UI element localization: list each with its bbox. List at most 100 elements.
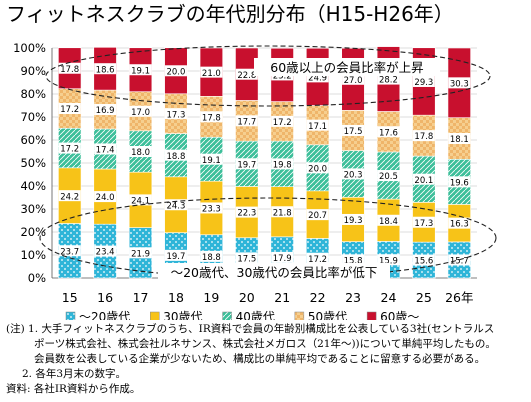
- data-label: 18.6: [96, 65, 115, 75]
- data-label: 20.3: [344, 171, 363, 181]
- x-tick-label: 19: [203, 290, 219, 305]
- y-tick-label: 10%: [20, 248, 46, 262]
- chart-title: フィットネスクラブの年代別分布（H15-H26年）: [6, 2, 454, 26]
- data-label-box: [164, 249, 187, 261]
- data-label: 24.3: [166, 201, 185, 211]
- legend-swatch: [65, 311, 76, 320]
- data-label-box: [412, 173, 435, 185]
- data-label-box: [164, 108, 187, 120]
- data-label: 28.2: [379, 76, 398, 86]
- data-label-box: [129, 105, 152, 117]
- data-label-box: [94, 245, 117, 257]
- data-label: 17.2: [60, 145, 79, 155]
- data-label: 17.5: [344, 127, 363, 137]
- data-label: 17.6: [379, 128, 398, 138]
- data-label-box: [271, 251, 294, 263]
- stacked-bar-chart: 0% 10% 20% 30% 40% 50% 60% 70% 80% 90% 100% 15 16 17 1…: [13, 41, 497, 320]
- y-tick-label: 40%: [20, 179, 46, 193]
- data-label-box: [271, 158, 294, 170]
- legend-swatch: [366, 311, 377, 320]
- data-label-box: [94, 104, 117, 116]
- data-label: 30.3: [450, 79, 469, 89]
- x-tick-label: 17: [133, 290, 149, 305]
- data-label-box: [412, 130, 435, 142]
- data-label-box: [235, 206, 258, 218]
- x-tick-label: 26年: [445, 290, 473, 305]
- data-label: 23.3: [202, 205, 221, 215]
- data-label-box: [58, 190, 81, 202]
- data-label: 16.9: [96, 106, 115, 116]
- data-label: 17.2: [60, 105, 79, 115]
- data-label-box: [235, 115, 258, 127]
- data-label-box: [306, 162, 329, 174]
- y-tick-label: 70%: [20, 110, 46, 124]
- x-tick-label: 21: [274, 290, 290, 305]
- data-label-box: [200, 153, 223, 165]
- data-label: 24.2: [60, 192, 79, 202]
- footnotes: (注) 1. 大手フィットネスクラブのうち、IR資料で会員の年齢別構成比を公表し…: [6, 322, 526, 397]
- legend-swatch: [222, 311, 232, 320]
- data-label-box: [164, 199, 187, 211]
- source-line: 資料: 各社IR資料から作成。: [6, 383, 141, 395]
- data-label: 15.7: [450, 257, 469, 267]
- data-label-box: [306, 209, 329, 221]
- x-tick-label: 23: [345, 290, 361, 305]
- data-label: 19.8: [273, 161, 292, 171]
- data-label-box: [412, 216, 435, 228]
- data-label-box: [235, 252, 258, 264]
- data-label-box: [94, 143, 117, 155]
- data-label-box: [306, 252, 329, 264]
- data-label-box: [200, 250, 223, 262]
- data-label-box: [58, 102, 81, 114]
- data-label-box: [129, 64, 152, 76]
- data-label-box: [58, 245, 81, 257]
- data-label: 17.8: [60, 65, 79, 75]
- data-label-box: [200, 111, 223, 123]
- note-line: 2. 各年3月末の数字。: [22, 368, 127, 380]
- note-line: 会員数を公表している企業が少ないため、構成比の単純平均であることに留意する必要が…: [34, 353, 486, 365]
- y-tick-label: 50%: [20, 156, 46, 170]
- data-label: 23.2: [273, 72, 292, 82]
- data-label-box: [448, 133, 471, 145]
- data-label-box: [342, 124, 365, 136]
- data-label: 20.7: [308, 211, 327, 221]
- data-label: 22.8: [237, 71, 256, 81]
- data-label-box: [235, 68, 258, 80]
- data-label-box: [164, 65, 187, 77]
- data-label: 23.4: [96, 248, 115, 258]
- data-label-box: [235, 158, 258, 170]
- data-label: 15.8: [344, 256, 363, 266]
- data-label: 17.7: [237, 117, 256, 127]
- data-label-box: [164, 149, 187, 161]
- data-label: 17.3: [414, 219, 433, 229]
- data-label: 15.6: [414, 257, 433, 267]
- y-tick-label: 60%: [20, 133, 46, 147]
- data-label: 17.9: [273, 254, 292, 264]
- data-label: 18.4: [379, 217, 398, 227]
- data-label: 22.3: [237, 209, 256, 219]
- data-label-box: [129, 247, 152, 259]
- annotation-box: [158, 263, 390, 281]
- data-label: 17.8: [414, 132, 433, 142]
- data-label-box: [448, 176, 471, 188]
- data-label: 19.1: [202, 156, 221, 166]
- data-label: 17.8: [202, 113, 221, 123]
- annotation-ellipse: [39, 197, 497, 279]
- note-line: (注) 1. 大手フィットネスクラブのうち、IR資料で会員の年齢別構成比を公表し…: [6, 323, 495, 335]
- data-label-box: [377, 170, 400, 182]
- data-label-box: [448, 77, 471, 89]
- data-label: 15.9: [379, 256, 398, 266]
- note-line: ポーツ株式会社、株式会社ルネサンス、株式会社メガロス（21年～))について単純平…: [34, 338, 496, 350]
- annotation-ellipse: [45, 45, 491, 107]
- y-tick-label: 80%: [20, 87, 46, 101]
- data-label: 17.3: [166, 110, 185, 120]
- data-label-box: [129, 146, 152, 157]
- data-label: 19.6: [450, 178, 469, 188]
- data-label: 18.1: [450, 135, 469, 145]
- data-label: 17.0: [131, 108, 150, 118]
- data-label-box: [342, 254, 365, 266]
- data-label: 19.7: [237, 160, 256, 170]
- data-label: 20.0: [308, 164, 327, 174]
- data-label: 23.7: [60, 247, 79, 257]
- data-label: 24.9: [308, 73, 327, 83]
